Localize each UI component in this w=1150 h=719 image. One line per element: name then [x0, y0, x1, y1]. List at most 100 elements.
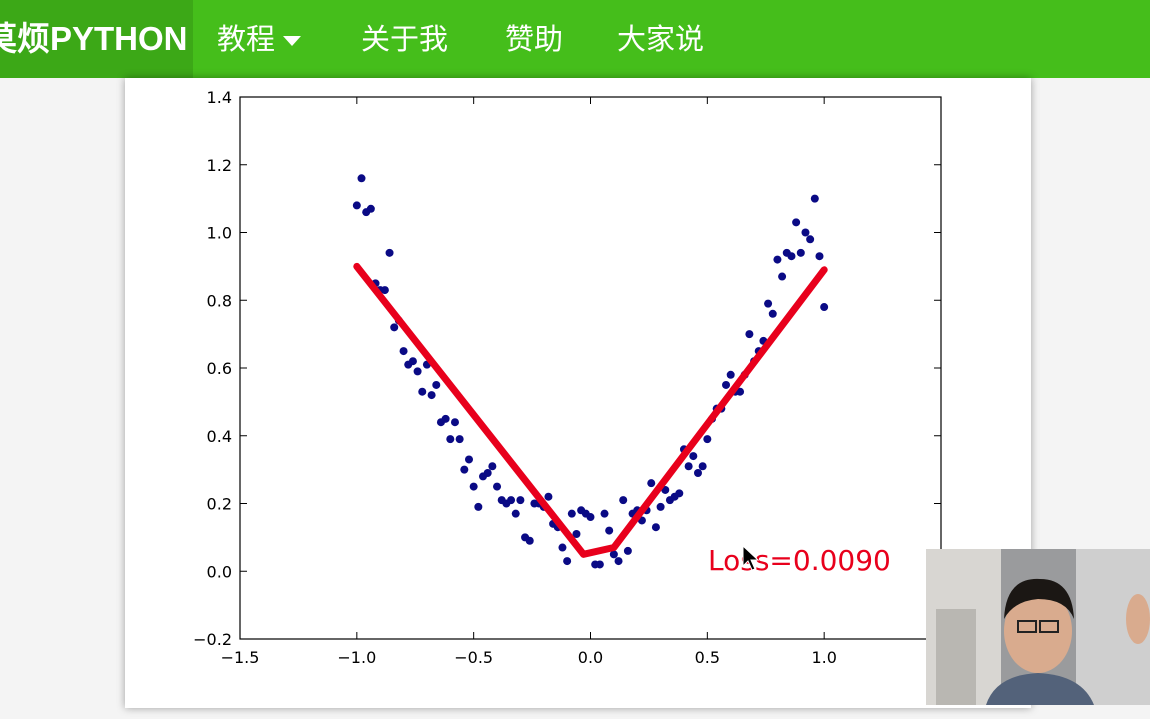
data-point — [427, 391, 436, 400]
fit-line — [353, 262, 828, 558]
data-point — [357, 174, 366, 183]
y-tick-label: 1.4 — [207, 88, 232, 107]
nav-item-sponsor[interactable]: 赞助 — [505, 0, 563, 78]
x-tick-label: −1.0 — [337, 648, 376, 667]
data-point — [488, 462, 497, 471]
brand-text: 莫烦PYTHON — [0, 20, 188, 57]
data-point — [689, 452, 698, 461]
data-point — [418, 387, 427, 396]
nav-item-label: 教程 — [217, 22, 276, 56]
x-tick-label: −1.5 — [221, 648, 260, 667]
data-point — [483, 469, 492, 478]
data-point — [507, 496, 516, 505]
loss-annotation: Loss=0.0090 — [708, 544, 891, 577]
data-point — [801, 228, 810, 237]
data-point — [563, 557, 572, 566]
data-point — [352, 201, 361, 210]
data-point — [651, 523, 660, 532]
data-point — [614, 557, 623, 566]
y-tick-label: −0.2 — [193, 630, 232, 649]
mouse-cursor-icon — [742, 544, 760, 571]
data-point — [675, 489, 684, 498]
data-point — [806, 235, 815, 244]
data-point — [516, 496, 525, 505]
data-point — [558, 543, 567, 552]
data-point — [684, 462, 693, 471]
data-point — [366, 204, 375, 213]
y-axis-ticks: −0.2 0.0 0.2 0.4 0.6 0.8 1.0 1.2 1.4 — [193, 88, 941, 649]
nav-item-about[interactable]: 关于我 — [361, 0, 448, 78]
data-point — [605, 526, 614, 535]
data-point — [600, 509, 609, 518]
data-point — [567, 509, 576, 518]
nav-item-tutorials[interactable]: 教程 — [217, 0, 302, 78]
nav-item-label: 大家说 — [617, 22, 705, 56]
data-point — [647, 479, 656, 488]
data-point — [469, 482, 478, 491]
x-tick-label: 0.5 — [695, 648, 720, 667]
data-point — [768, 309, 777, 318]
x-tick-label: −0.5 — [454, 648, 493, 667]
data-point — [413, 367, 422, 376]
data-point — [815, 252, 824, 261]
nav-item-comments[interactable]: 大家说 — [617, 0, 704, 78]
y-tick-label: 1.2 — [207, 156, 232, 175]
top-navbar: 莫烦PYTHON 教程 关于我 赞助 大家说 — [0, 0, 1150, 78]
data-point — [586, 513, 595, 522]
data-point — [446, 435, 455, 444]
data-point — [441, 414, 450, 423]
data-point — [796, 248, 805, 257]
fit-line-layer — [353, 262, 828, 558]
brand-logo[interactable]: 莫烦PYTHON — [0, 0, 193, 78]
data-point — [820, 303, 829, 312]
data-point — [619, 496, 628, 505]
data-point — [792, 218, 801, 227]
data-point — [455, 435, 464, 444]
data-point — [736, 387, 745, 396]
data-point — [432, 380, 441, 389]
nav-item-label: 关于我 — [361, 22, 449, 56]
data-point — [385, 248, 394, 257]
data-point — [773, 255, 782, 264]
data-point — [623, 546, 632, 555]
y-tick-label: 0.8 — [207, 291, 232, 310]
chevron-down-icon — [283, 36, 302, 46]
y-tick-label: 0.0 — [207, 562, 232, 581]
data-point — [726, 370, 735, 379]
data-point — [722, 380, 731, 389]
data-point — [493, 482, 502, 491]
data-point — [764, 299, 773, 308]
x-axis-ticks: −1.5 −1.0 −0.5 0.0 0.5 1.0 — [221, 97, 837, 667]
data-point — [703, 435, 712, 444]
data-point — [525, 536, 534, 545]
content-card: −1.5 −1.0 −0.5 0.0 0.5 1.0 −0.2 0.0 0.2 0.4 0.6 0.… — [125, 78, 1031, 708]
y-tick-label: 0.2 — [207, 495, 232, 514]
y-tick-label: 1.0 — [207, 224, 232, 243]
data-point — [595, 560, 604, 569]
data-point — [787, 252, 796, 261]
data-point — [450, 418, 459, 427]
data-point — [778, 272, 787, 281]
data-point — [511, 509, 520, 518]
data-point — [698, 462, 707, 471]
data-point — [380, 286, 389, 295]
data-point — [810, 194, 819, 203]
data-point — [390, 323, 399, 332]
data-point — [408, 357, 417, 366]
presenter-video — [926, 549, 1150, 705]
data-point — [460, 465, 469, 474]
data-point — [745, 330, 754, 339]
data-point — [572, 529, 581, 538]
data-point — [544, 492, 553, 501]
webcam-overlay — [926, 549, 1150, 705]
x-tick-label: 1.0 — [811, 648, 836, 667]
data-point — [474, 502, 483, 511]
data-point — [693, 469, 702, 478]
y-tick-label: 0.6 — [207, 359, 232, 378]
data-point — [656, 502, 665, 511]
x-tick-label: 0.0 — [578, 648, 603, 667]
scatter-points — [352, 174, 829, 569]
data-point — [609, 550, 618, 559]
regression-chart: −1.5 −1.0 −0.5 0.0 0.5 1.0 −0.2 0.0 0.2 0.4 0.6 0.… — [193, 88, 942, 667]
y-tick-label: 0.4 — [207, 427, 232, 446]
